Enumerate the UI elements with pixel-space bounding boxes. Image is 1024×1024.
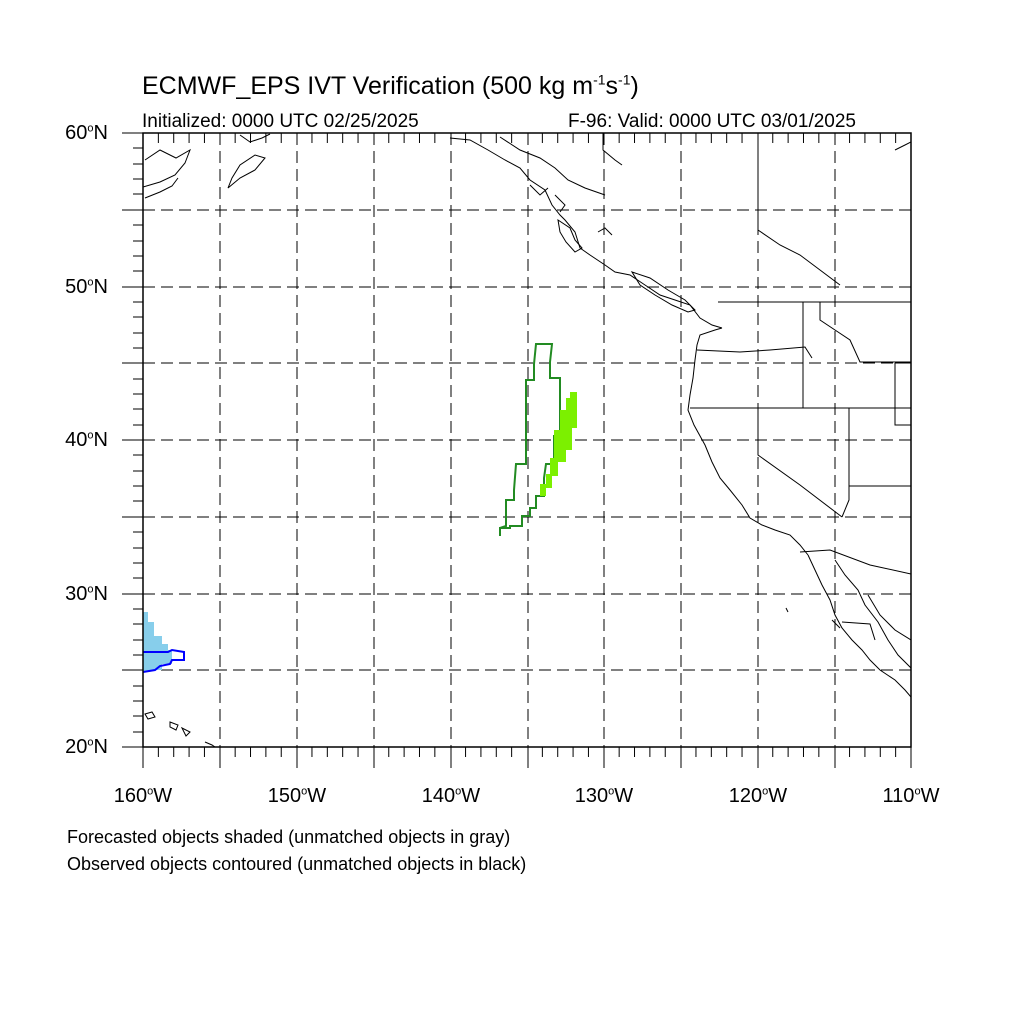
lat-label-40n: 40oN (65, 429, 108, 451)
initialized-label: Initialized: 0000 UTC 02/25/2025 (142, 111, 419, 132)
lat-label-30n: 30oN (65, 583, 108, 605)
lon-label-150w: 150oW (267, 785, 327, 807)
coastlines (143, 133, 911, 747)
footnote-forecast: Forecasted objects shaded (unmatched obj… (67, 827, 511, 847)
observed-object-subtropical (143, 648, 185, 673)
top-minor-ticks (157, 133, 897, 143)
forecast-object-subtropical (143, 612, 172, 672)
axis-ticks (122, 132, 912, 768)
observed-object-north-pacific (499, 343, 561, 536)
lat-label-60n: 60oN (65, 122, 108, 144)
political-boundaries (602, 133, 911, 641)
lon-label-160w: 160oW (113, 785, 173, 807)
valid-time-label: F-96: Valid: 0000 UTC 03/01/2025 (568, 111, 856, 132)
lat-label-50n: 50oN (65, 276, 108, 298)
lon-label-130w: 130oW (574, 785, 634, 807)
lon-label-120w: 120oW (728, 785, 788, 807)
lat-label-20n: 20oN (65, 736, 108, 758)
map-title: ECMWF_EPS IVT Verification (500 kg m-1s-… (142, 71, 639, 100)
bottom-minor-ticks (157, 747, 897, 757)
lon-label-140w: 140oW (421, 785, 481, 807)
forecast-object-north-pacific (540, 392, 577, 496)
lon-label-110w: 110oW (882, 785, 940, 807)
footnote-observed: Observed objects contoured (unmatched ob… (67, 854, 527, 874)
